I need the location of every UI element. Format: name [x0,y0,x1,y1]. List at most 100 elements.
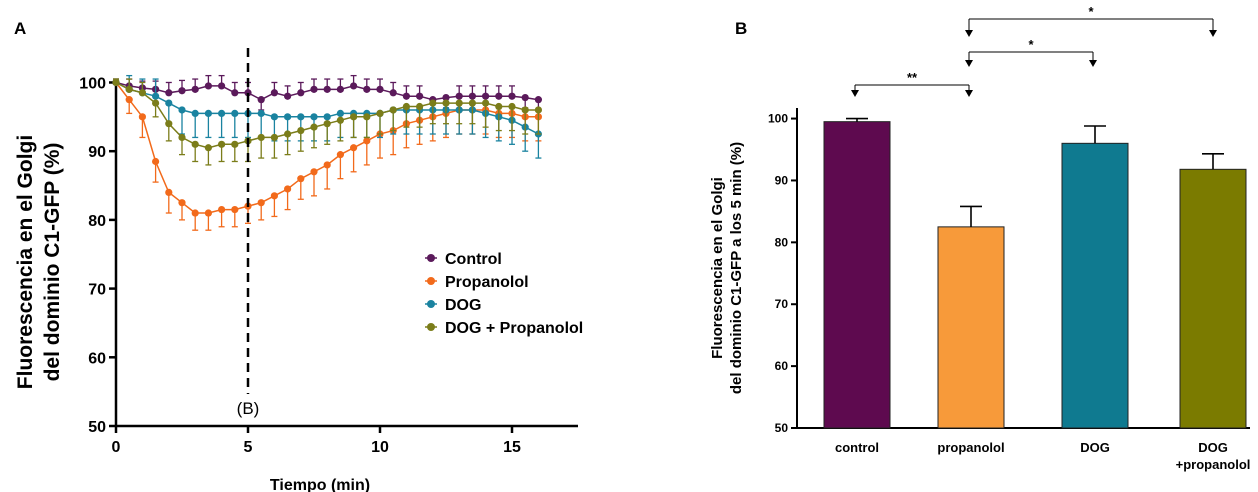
data-point [442,93,450,102]
data-point [416,92,424,100]
data-point [389,106,397,114]
data-point [482,92,490,100]
data-point [508,102,516,111]
data-point [297,175,305,183]
series-dog-propanolol [112,78,543,166]
data-point [508,92,516,100]
data-point [138,113,146,121]
data-point [310,168,318,176]
data-point [468,99,476,107]
data-point [402,92,410,100]
data-point [284,113,292,121]
data-point [376,85,384,93]
data-point [270,89,278,97]
data-point [191,209,199,217]
data-point [204,82,212,90]
legend-item: DOG + Propanolol [425,320,583,337]
panel-a-y-tick-label: 50 [88,419,106,436]
panel-a-y-tick-label: 70 [88,282,106,299]
data-point [310,85,318,93]
panel-a: A Fluorescencia en el Golgi del dominio C… [14,19,583,492]
significance-bracket: ** [851,70,973,97]
panel-b-y-axis-label: Fluorescencia en el Golgi del dominio C1-… [709,142,745,394]
panel-a-y-tick-label: 60 [88,350,106,367]
legend-label: Control [445,251,502,268]
panel-a-legend: Control Propanolol DOG DOG + Propanolol [425,251,583,337]
data-point [270,113,278,121]
panel-a-annotation-b: (B) [237,399,260,418]
data-point [284,92,292,100]
data-point [429,99,437,107]
panel-b-y-tick-label: 80 [775,235,789,249]
data-point [297,126,305,135]
panel-b-y-tick-label: 90 [775,173,789,187]
data-point [191,85,199,93]
panel-a-plot-area [112,74,543,231]
data-point [152,157,160,166]
panel-b-y-tick-label: 100 [768,112,788,126]
category-label: propanolol [937,440,1004,455]
data-point [204,109,212,117]
panel-a-y-tick-label: 90 [88,144,106,161]
bracket-arrowhead [965,90,973,97]
panel-b-y-tick-label: 50 [775,421,789,435]
data-point [442,99,450,107]
legend-label: DOG [445,297,481,314]
data-point [336,116,344,124]
data-point [482,99,490,107]
data-point [138,89,146,97]
data-point [257,133,265,142]
data-point [218,82,226,90]
data-point [178,133,186,142]
data-point [178,87,186,95]
panel-a-x-tick-label: 5 [244,439,253,456]
category-label: DOG [1080,440,1110,455]
data-point [125,85,133,93]
series-propanolol [112,78,543,231]
panel-b-y-tick-label: 60 [775,359,789,373]
category-label: control [835,440,879,455]
significance-bracket: * [965,4,1217,37]
data-point [350,144,358,152]
bar [937,226,1005,429]
data-point [257,109,265,117]
panel-a-y-axis-label-line: del dominio C1-GFP (%) [41,143,64,382]
data-point [297,89,305,97]
legend-item: Control [425,251,502,268]
data-point [125,96,133,104]
data-point [284,185,292,193]
panel-a-x-tick-label: 15 [503,439,521,456]
data-point [178,199,186,207]
data-point [204,209,212,217]
data-point [231,109,239,117]
data-point [402,102,410,111]
data-point [468,92,476,100]
data-point [310,123,318,131]
panel-a-x-axis-label: Tiempo (min) [270,477,370,492]
data-point [363,113,371,121]
data-point [152,99,160,107]
data-point [152,92,160,100]
legend-swatch-marker [427,323,435,331]
bracket-arrowhead [1089,60,1097,67]
data-point [521,93,529,102]
bracket-arrowhead [1209,30,1217,37]
panel-b-y-axis-label-line: del dominio C1-GFP a los 5 min (%) [728,142,745,394]
data-point [310,113,318,121]
panel-a-label: A [14,19,26,38]
panel-b-y-tick-label: 70 [775,297,789,311]
panel-b-bars [823,117,1247,429]
data-point [336,85,344,93]
data-point [534,106,543,114]
panel-b-label: B [735,19,747,38]
data-point [495,92,503,100]
data-point [495,102,503,111]
bracket-arrowhead [965,30,973,37]
data-point [455,92,463,100]
panel-a-x-tick-label: 10 [371,439,389,456]
data-point [257,96,265,104]
data-point [350,82,358,90]
panel-a-y-axis-label: Fluorescencia en el Golgi del dominio C1-… [14,135,64,389]
data-point [191,140,199,148]
